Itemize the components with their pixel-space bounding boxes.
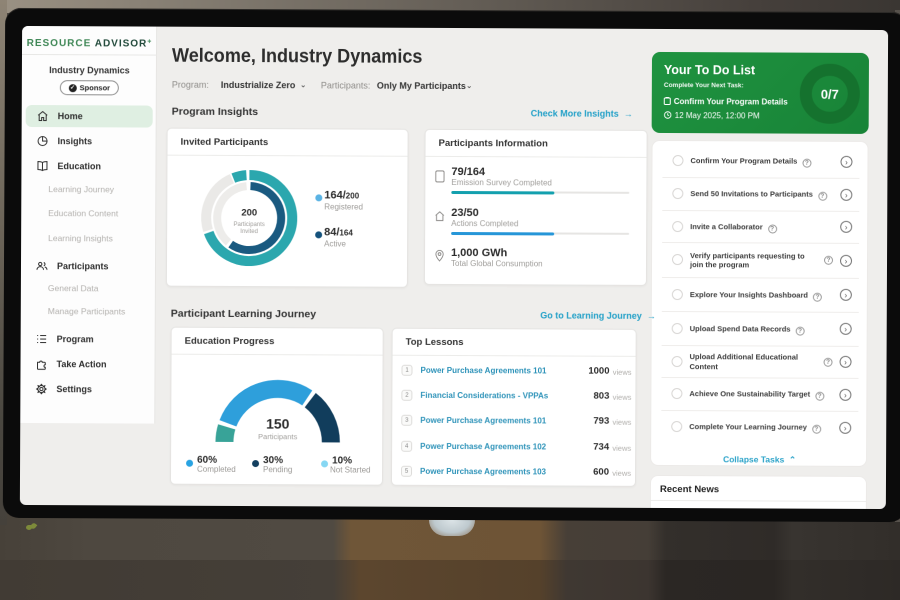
svg-text:Participants: Participants xyxy=(258,432,297,441)
svg-text:200: 200 xyxy=(241,207,257,218)
svg-text:150: 150 xyxy=(266,416,290,432)
svg-text:Invited: Invited xyxy=(240,229,258,235)
svg-text:Participants: Participants xyxy=(233,222,264,228)
